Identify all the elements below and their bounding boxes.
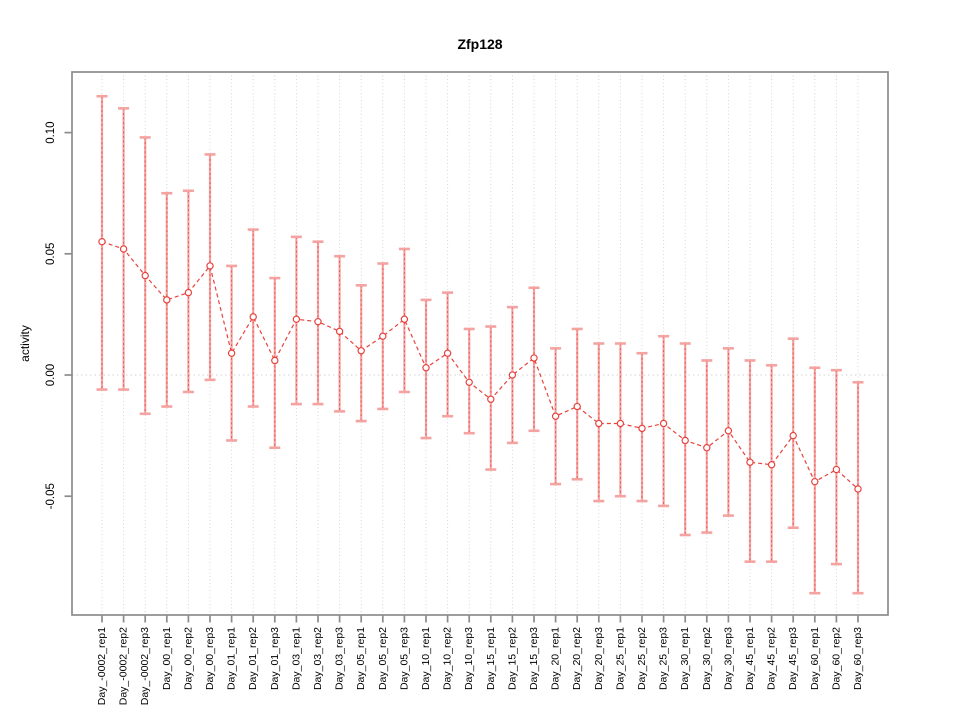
series-line: [101, 241, 859, 490]
y-tick-label: -0.05: [45, 483, 57, 509]
x-tick-label: Day_60_rep2: [830, 627, 842, 690]
x-tick-label: Day_10_rep1: [420, 627, 432, 690]
x-tick-label: Day_01_rep2: [247, 627, 259, 690]
y-axis-label: activity: [18, 325, 32, 362]
data-point: [573, 402, 581, 411]
x-tick-label: Day_45_rep2: [766, 627, 778, 690]
x-tick-label: Day_01_rep1: [226, 627, 238, 690]
data-point: [184, 288, 193, 297]
x-tick-label: Day_00_rep1: [161, 627, 173, 690]
data-point: [443, 349, 452, 357]
data-point: [767, 461, 776, 469]
data-point: [746, 458, 754, 466]
x-tick-label: Day_20_rep3: [593, 627, 605, 690]
data-point: [551, 412, 560, 420]
x-tick-label: Day_25_rep3: [658, 627, 670, 690]
data-point: [811, 477, 819, 486]
x-tick-label: Day_30_rep1: [679, 627, 691, 690]
data-point: [141, 271, 149, 280]
data-point: [724, 427, 733, 435]
x-tick-label: Day_03_rep2: [312, 627, 324, 690]
x-tick-label: Day_00_rep3: [204, 627, 216, 690]
x-tick-label: Day_10_rep3: [463, 627, 475, 690]
x-tick-label: Day_10_rep2: [442, 627, 454, 690]
data-point: [681, 436, 689, 445]
x-tick-label: Day_01_rep3: [269, 627, 281, 690]
data-point: [206, 262, 214, 270]
y-tick-label: 0.00: [45, 364, 57, 386]
x-tick-label: Day_03_rep3: [334, 627, 346, 690]
x-tick-label: Day_60_rep3: [852, 627, 864, 690]
x-tick-label: Day_15_rep1: [485, 627, 497, 690]
data-point: [703, 444, 711, 452]
data-point: [659, 419, 668, 428]
y-tick-label: 0.05: [45, 243, 57, 265]
x-tick-label: Day_20_rep2: [571, 627, 583, 690]
x-tick-label: Day_60_rep1: [809, 627, 821, 690]
data-point: [832, 465, 841, 474]
data-point: [249, 313, 257, 321]
data-point: [465, 378, 473, 386]
y-tick-label: 0.10: [45, 121, 57, 143]
data-point: [357, 347, 365, 355]
data-point: [335, 327, 344, 336]
data-point: [487, 395, 495, 403]
data-point: [400, 315, 409, 323]
data-point: [271, 356, 279, 365]
chart-title: Zfp128: [457, 36, 503, 52]
x-tick-label: Day_15_rep2: [506, 627, 518, 690]
data-point: [314, 317, 322, 326]
data-point: [854, 485, 862, 493]
x-tick-label: Day_05_rep2: [377, 627, 389, 690]
x-tick-label: Day_45_rep1: [744, 627, 756, 690]
plot-frame: [71, 71, 889, 616]
x-tick-label: Day_20_rep1: [550, 627, 562, 690]
data-point: [163, 296, 171, 304]
x-tick-label: Day_45_rep3: [787, 627, 799, 690]
x-tick-label: Day_00_rep2: [182, 627, 194, 690]
data-point: [508, 371, 517, 379]
x-tick-label: Day_-0002_rep2: [118, 627, 130, 705]
data-point: [595, 419, 603, 428]
data-point: [119, 245, 128, 253]
data-point: [638, 424, 646, 433]
x-tick-label: Day_25_rep1: [614, 627, 626, 690]
data-point: [616, 419, 625, 428]
x-tick-label: Day_30_rep3: [722, 627, 734, 690]
x-tick-label: Day_-0002_rep3: [139, 627, 151, 705]
data-point: [789, 431, 797, 440]
x-tick-label: Day_30_rep2: [701, 627, 713, 690]
data-point: [379, 332, 387, 340]
x-tick-label: Day_-0002_rep1: [96, 627, 108, 705]
data-point: [98, 237, 106, 246]
data-point: [422, 364, 430, 372]
x-tick-label: Day_05_rep3: [398, 627, 410, 690]
x-tick-label: Day_25_rep2: [636, 627, 648, 690]
data-point: [227, 349, 236, 357]
data-point: [530, 354, 538, 362]
x-tick-label: Day_03_rep1: [290, 627, 302, 690]
x-tick-label: Day_15_rep3: [528, 627, 540, 690]
x-tick-label: Day_05_rep1: [355, 627, 367, 690]
data-point: [292, 315, 301, 323]
